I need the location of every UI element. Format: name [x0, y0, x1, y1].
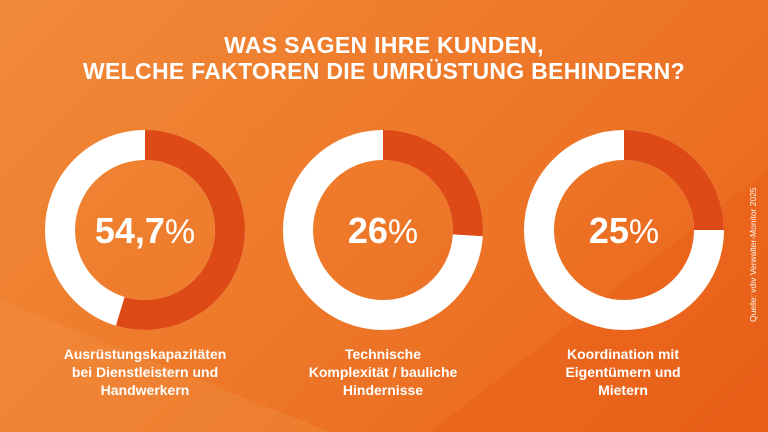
value-percent-sign: %	[165, 213, 195, 251]
value-percent-sign: %	[629, 213, 659, 251]
title-line-2: WELCHE FAKTOREN DIE UMRÜSTUNG BEHINDERN?	[83, 58, 685, 84]
donut-segment-value	[115, 130, 245, 330]
donut-value-label: 54,7%	[95, 210, 195, 251]
donut-segment-value	[623, 130, 724, 231]
page-title: WAS SAGEN IHRE KUNDEN, WELCHE FAKTOREN D…	[0, 32, 768, 84]
caption-line: Komplexität / bauliche	[308, 364, 458, 380]
source-note: Quelle: vdiv Verwalter-Monitor 2025	[748, 187, 758, 322]
donut-value-label: 26%	[348, 210, 418, 251]
donut-value-label: 25%	[589, 210, 659, 251]
donut-segment-value	[382, 130, 483, 237]
caption-line: Eigentümern und	[565, 364, 681, 380]
value-number: 26	[348, 210, 388, 251]
caption-chart-2: Technische Komplexität / bauliche Hinder…	[273, 345, 493, 399]
title-line-1: WAS SAGEN IHRE KUNDEN,	[224, 32, 544, 58]
donut-chart-3: 25%	[524, 130, 724, 330]
donut-chart-2: 26%	[283, 130, 483, 330]
donut-chart-1: 54,7%	[45, 130, 245, 330]
value-number: 25	[589, 210, 629, 251]
caption-line: Handwerkern	[100, 382, 190, 398]
caption-line: Mietern	[598, 382, 648, 398]
value-number: 54,7	[95, 210, 165, 251]
caption-line: Ausrüstungskapazitäten	[63, 346, 227, 362]
caption-line: Hindernisse	[342, 382, 424, 398]
caption-line: Technische	[345, 346, 421, 362]
caption-chart-1: Ausrüstungskapazitäten bei Dienstleister…	[35, 345, 255, 399]
caption-chart-3: Koordination mit Eigentümern und Mietern	[513, 345, 733, 399]
caption-line: Koordination mit	[567, 346, 679, 362]
value-percent-sign: %	[388, 213, 418, 251]
caption-line: bei Dienstleistern und	[71, 364, 219, 380]
